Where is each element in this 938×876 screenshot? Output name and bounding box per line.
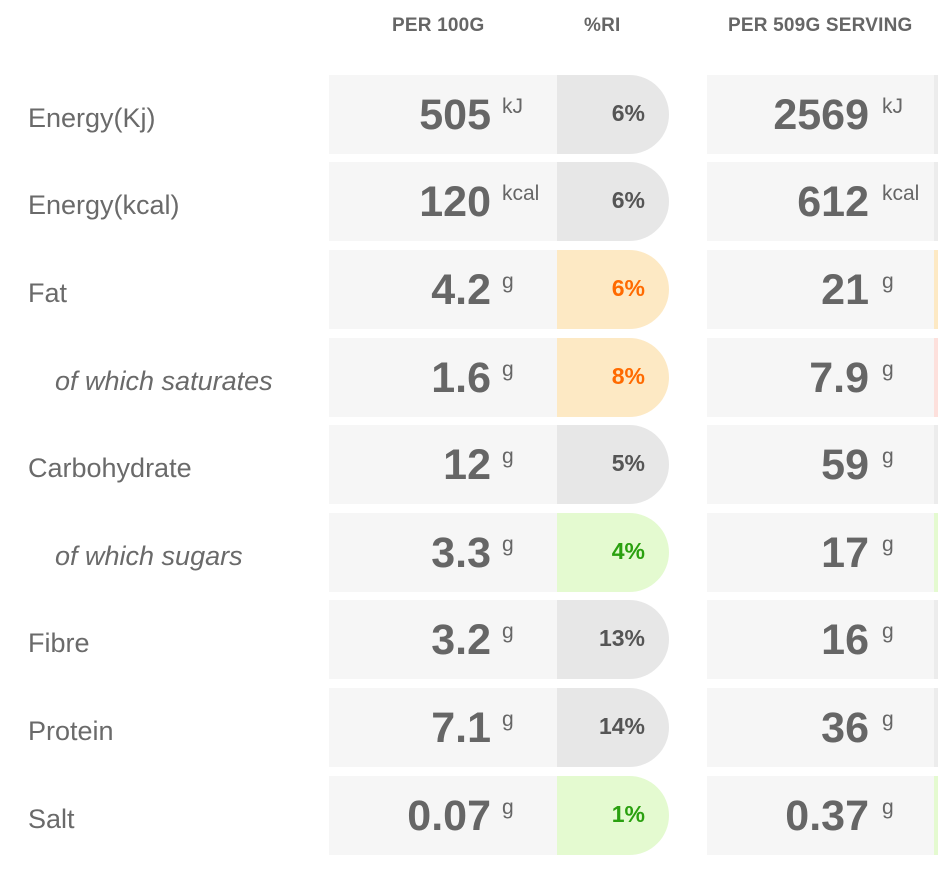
table-row: Energy(Kj) 505 kJ 6% 2569 kJ bbox=[0, 75, 938, 154]
per-100g-unit: g bbox=[502, 270, 514, 293]
per-100g-unit: kcal bbox=[502, 182, 540, 205]
per-serving-unit: g bbox=[882, 445, 894, 468]
level-indicator bbox=[934, 338, 938, 417]
per-serving-value: 612 bbox=[797, 178, 869, 226]
per-100g-unit: g bbox=[502, 445, 514, 468]
header-ri: %RI bbox=[584, 15, 621, 36]
per-100g-value: 12 bbox=[443, 441, 491, 489]
nutrient-label: Protein bbox=[28, 716, 114, 746]
per-serving-unit: kcal bbox=[882, 182, 920, 205]
per-serving-unit: g bbox=[882, 620, 894, 643]
per-serving-value: 0.37 bbox=[785, 792, 869, 840]
per-100g-cell bbox=[329, 425, 569, 504]
nutrient-label: Fat bbox=[28, 278, 68, 308]
per-serving-value: 2569 bbox=[773, 91, 869, 139]
level-indicator bbox=[934, 162, 938, 241]
per-serving-cell bbox=[707, 162, 938, 241]
per-serving-value: 16 bbox=[821, 616, 869, 664]
per-100g-value: 3.3 bbox=[431, 529, 491, 577]
ri-badge: 5% bbox=[557, 425, 669, 504]
nutrient-label: Salt bbox=[28, 804, 75, 834]
level-indicator bbox=[934, 513, 938, 592]
level-indicator bbox=[934, 250, 938, 329]
per-serving-cell bbox=[707, 688, 938, 767]
level-indicator bbox=[934, 600, 938, 679]
per-serving-unit: g bbox=[882, 358, 894, 381]
per-serving-value: 59 bbox=[821, 441, 869, 489]
level-indicator bbox=[934, 688, 938, 767]
table-row: Fat 4.2 g 6% 21 g bbox=[0, 250, 938, 329]
per-100g-unit: g bbox=[502, 620, 514, 643]
level-indicator bbox=[934, 75, 938, 154]
ri-badge: 6% bbox=[557, 162, 669, 241]
nutrient-label: of which sugars bbox=[55, 541, 243, 571]
per-100g-cell bbox=[329, 250, 569, 329]
per-serving-unit: kJ bbox=[882, 95, 903, 118]
table-row: Energy(kcal) 120 kcal 6% 612 kcal bbox=[0, 162, 938, 241]
nutrient-label: Energy(kcal) bbox=[28, 190, 180, 220]
table-row: Fibre 3.2 g 13% 16 g bbox=[0, 600, 938, 679]
per-serving-cell bbox=[707, 338, 938, 417]
ri-badge: 8% bbox=[557, 338, 669, 417]
per-serving-cell bbox=[707, 776, 938, 855]
table-row: Salt 0.07 g 1% 0.37 g bbox=[0, 776, 938, 855]
per-serving-unit: g bbox=[882, 533, 894, 556]
ri-badge: 6% bbox=[557, 75, 669, 154]
ri-badge: 6% bbox=[557, 250, 669, 329]
per-100g-cell bbox=[329, 338, 569, 417]
per-100g-cell bbox=[329, 776, 569, 855]
per-serving-cell bbox=[707, 513, 938, 592]
per-100g-value: 120 bbox=[419, 178, 491, 226]
per-100g-value: 505 bbox=[419, 91, 491, 139]
per-100g-value: 4.2 bbox=[431, 266, 491, 314]
per-serving-value: 17 bbox=[821, 529, 869, 577]
per-100g-cell bbox=[329, 75, 569, 154]
nutrient-label: of which saturates bbox=[55, 366, 273, 396]
table-row: Protein 7.1 g 14% 36 g bbox=[0, 688, 938, 767]
nutrient-label: Carbohydrate bbox=[28, 453, 192, 483]
per-100g-unit: kJ bbox=[502, 95, 523, 118]
nutrient-label: Fibre bbox=[28, 628, 90, 658]
per-100g-unit: g bbox=[502, 796, 514, 819]
table-row: of which saturates 1.6 g 8% 7.9 g bbox=[0, 338, 938, 417]
per-serving-value: 21 bbox=[821, 266, 869, 314]
per-serving-unit: g bbox=[882, 796, 894, 819]
per-100g-value: 0.07 bbox=[407, 792, 491, 840]
per-serving-unit: g bbox=[882, 708, 894, 731]
per-serving-value: 36 bbox=[821, 704, 869, 752]
per-100g-value: 1.6 bbox=[431, 354, 491, 402]
per-100g-cell bbox=[329, 688, 569, 767]
per-100g-unit: g bbox=[502, 533, 514, 556]
per-100g-unit: g bbox=[502, 358, 514, 381]
table-row: Carbohydrate 12 g 5% 59 g bbox=[0, 425, 938, 504]
level-indicator bbox=[934, 776, 938, 855]
per-100g-unit: g bbox=[502, 708, 514, 731]
ri-badge: 13% bbox=[557, 600, 669, 679]
per-100g-cell bbox=[329, 513, 569, 592]
per-100g-cell bbox=[329, 600, 569, 679]
table-row: of which sugars 3.3 g 4% 17 g bbox=[0, 513, 938, 592]
per-serving-cell bbox=[707, 600, 938, 679]
per-100g-cell bbox=[329, 162, 569, 241]
header-per-100g: PER 100G bbox=[392, 15, 485, 36]
per-100g-value: 7.1 bbox=[431, 704, 491, 752]
ri-badge: 1% bbox=[557, 776, 669, 855]
per-serving-value: 7.9 bbox=[809, 354, 869, 402]
header-per-serving: PER 509G SERVING bbox=[728, 15, 913, 36]
per-serving-cell bbox=[707, 425, 938, 504]
per-serving-cell bbox=[707, 75, 938, 154]
per-100g-value: 3.2 bbox=[431, 616, 491, 664]
per-serving-unit: g bbox=[882, 270, 894, 293]
level-indicator bbox=[934, 425, 938, 504]
ri-badge: 14% bbox=[557, 688, 669, 767]
per-serving-cell bbox=[707, 250, 938, 329]
nutrient-label: Energy(Kj) bbox=[28, 103, 156, 133]
ri-badge: 4% bbox=[557, 513, 669, 592]
